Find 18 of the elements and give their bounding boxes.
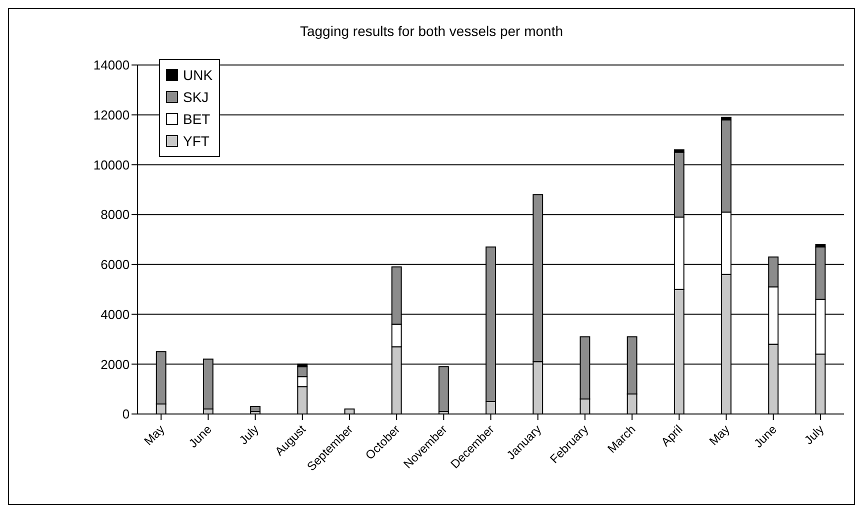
- y-tick-label: 6000: [100, 257, 130, 272]
- bar: [250, 406, 261, 412]
- legend-label: UNK: [182, 66, 213, 85]
- chart-title: Tagging results for both vessels per month: [298, 23, 564, 39]
- legend-label: YFT: [182, 132, 210, 151]
- y-tick-label: 8000: [100, 207, 130, 222]
- y-tick-label: 4000: [100, 306, 130, 322]
- x-tick-label: July: [236, 422, 262, 448]
- legend-label: SKJ: [182, 88, 210, 107]
- x-tick-label: July: [802, 422, 827, 448]
- legend-label: BET: [182, 110, 212, 129]
- y-tick-label: 10000: [93, 157, 130, 172]
- y-tick-label: 2000: [100, 356, 130, 372]
- y-tick-label: 12000: [93, 107, 130, 122]
- x-tick-label: May: [706, 422, 732, 448]
- y-tick-label: 14000: [93, 58, 130, 73]
- y-tick-label: 0: [122, 406, 130, 422]
- x-tick-label: May: [141, 422, 168, 448]
